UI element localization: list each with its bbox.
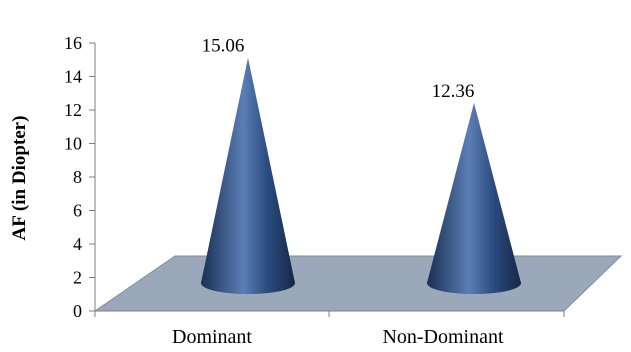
- y-axis-ticks: 0 2 4 6 8 10 12 14 16: [64, 33, 95, 321]
- cone-dominant: [201, 57, 295, 295]
- y-tick-label: 8: [73, 167, 82, 187]
- y-tick-label: 10: [64, 134, 82, 154]
- category-labels: Dominant Non-Dominant: [172, 326, 504, 348]
- cones: 15.06 12.36: [201, 36, 521, 295]
- y-tick-label: 2: [73, 268, 82, 288]
- data-label: 15.06: [202, 36, 245, 57]
- y-tick-label: 16: [64, 33, 82, 53]
- chart-floor: [93, 255, 623, 312]
- cone-non-dominant: [427, 102, 521, 294]
- y-axis-title: AF (in Diopter): [9, 116, 30, 241]
- x-category-label: Non-Dominant: [382, 326, 504, 348]
- cone-body: [201, 57, 295, 295]
- y-tick-label: 0: [73, 301, 82, 321]
- y-tick-label: 4: [73, 234, 82, 254]
- cone-body: [427, 102, 521, 294]
- data-label: 12.36: [432, 81, 475, 102]
- x-category-label: Dominant: [172, 326, 252, 348]
- y-tick-label: 14: [64, 67, 82, 87]
- y-tick-label: 12: [64, 100, 82, 120]
- y-tick-label: 6: [73, 201, 82, 221]
